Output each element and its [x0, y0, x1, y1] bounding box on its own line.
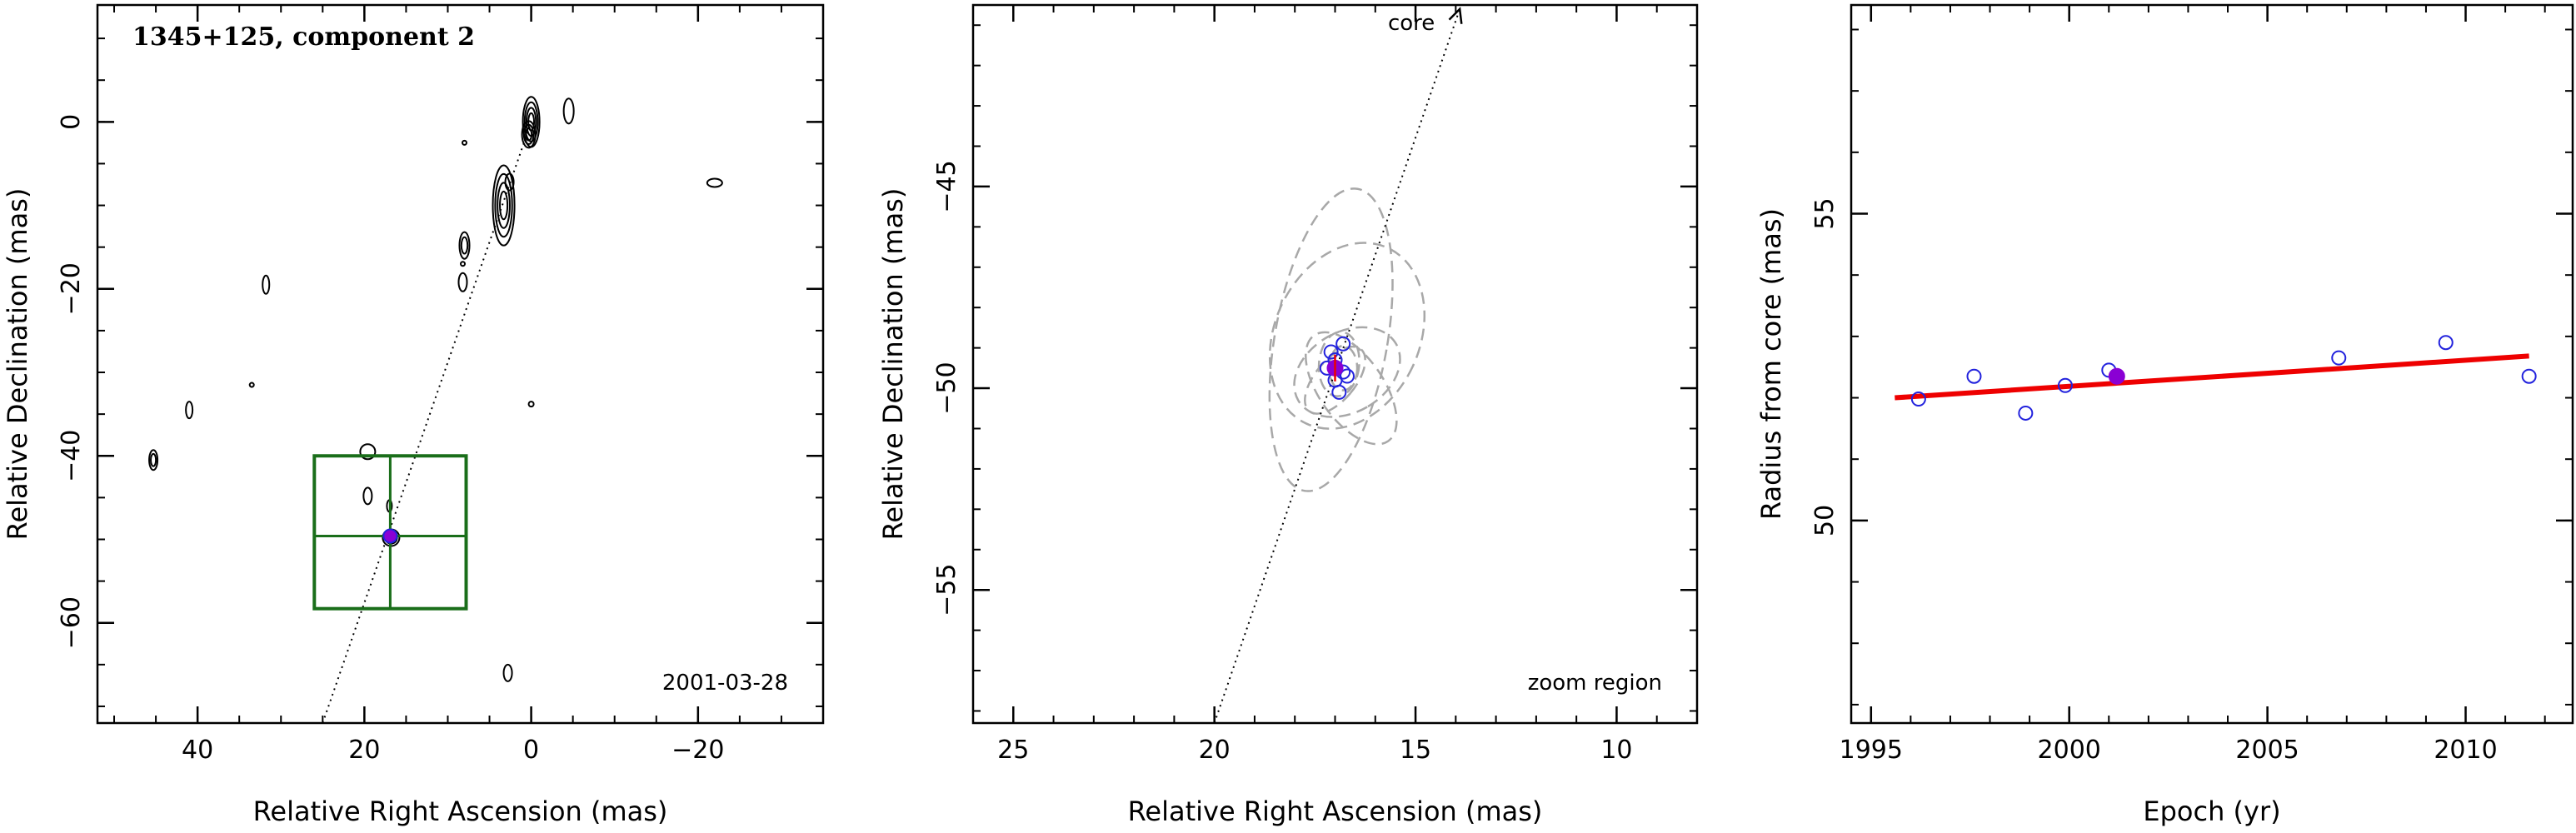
panel-radius: 1995 2000 2005 2010 50 55 Epoch (yr) Radius f…: [1755, 3, 2574, 827]
radius-x-tick-label: 2010: [2434, 736, 2497, 765]
core-label: core: [1388, 11, 1435, 36]
radius-x-axis-title: Epoch (yr): [2143, 796, 2280, 827]
radius-data-point: [2057, 377, 2073, 393]
contour-level: [462, 139, 468, 146]
component-fit-ellipse: [1268, 242, 1426, 430]
component-fit-ellipse: [1268, 187, 1394, 492]
radius-y-axis-title: Radius from core (mas): [1755, 208, 1787, 520]
map-y-tick-label: −60: [57, 596, 86, 649]
map-title: 1345+125, component 2: [132, 22, 475, 52]
contour-level: [148, 449, 159, 471]
contour-level: [458, 231, 471, 260]
map-x-tick-label: 40: [182, 736, 213, 765]
zoom-x-tick-label: 25: [997, 736, 1029, 765]
linear-fit-line: [1895, 353, 2529, 401]
radius-data-point: [1910, 391, 1926, 407]
map-y-axis-title: Relative Declination (mas): [2, 188, 33, 541]
map-plot-frame: [96, 3, 825, 725]
map-y-tick-label: −40: [57, 430, 86, 482]
component-fit-ellipse: [1305, 331, 1398, 446]
zoom-y-tick-label: −45: [932, 160, 961, 212]
contour-level: [149, 452, 157, 467]
contour-level: [359, 443, 377, 461]
contour-level: [262, 274, 271, 295]
panel-zoom: 25 20 15 10 −45 −50 −55 zoom region core Relat…: [877, 3, 1699, 827]
zoom-x-axis-title: Relative Right Ascension (mas): [1128, 796, 1543, 827]
radius-data-point: [2331, 350, 2347, 366]
contour-level: [499, 190, 509, 221]
radius-x-tick-label: 2000: [2038, 736, 2101, 765]
contour-level: [522, 123, 535, 145]
map-x-tick-label: 20: [348, 736, 380, 765]
radius-y-tick-label: 55: [1810, 197, 1840, 229]
component-fit-ellipse: [1317, 331, 1360, 397]
zoom-x-tick-label: 10: [1600, 736, 1632, 765]
contour-level: [502, 663, 513, 682]
map-y-tick-label: −20: [57, 262, 86, 315]
component-fit-ellipse: [1293, 326, 1401, 418]
map-epoch-label: 2001-03-28: [662, 671, 788, 696]
map-y-tick-label: 0: [57, 114, 86, 130]
zoom-region-label: zoom region: [1528, 671, 1662, 696]
contour-level: [706, 177, 723, 188]
radius-data-point: [2438, 335, 2454, 351]
zoom-x-tick-label: 20: [1199, 736, 1231, 765]
jet-axis-line: [322, 121, 532, 724]
contour-level: [527, 401, 535, 408]
map-x-tick-label: −20: [671, 736, 724, 765]
component-position-point: [1335, 336, 1351, 352]
component-position-point: [1331, 384, 1347, 400]
contour-level: [525, 127, 533, 142]
radius-y-tick-label: 50: [1810, 505, 1840, 536]
contour-level: [457, 272, 468, 292]
contour-level: [521, 120, 537, 149]
contour-level: [504, 172, 515, 192]
radius-plot-frame: [1850, 3, 2574, 725]
current-epoch-point: [2108, 367, 2125, 385]
radius-data-point: [2018, 405, 2034, 421]
contour-level: [185, 401, 194, 420]
contour-level: [460, 261, 467, 267]
contour-level: [492, 164, 516, 247]
zoom-y-axis-title: Relative Declination (mas): [877, 188, 909, 541]
contour-level: [248, 382, 255, 388]
core-direction-arrowhead: [1448, 7, 1463, 24]
contour-level: [497, 182, 511, 229]
radius-data-point: [2521, 368, 2537, 384]
map-x-axis-title: Relative Right Ascension (mas): [253, 796, 668, 827]
contour-level: [494, 172, 513, 238]
radius-x-tick-label: 2005: [2235, 736, 2299, 765]
component-position-point: [1323, 344, 1339, 360]
radius-data-point: [1966, 368, 1982, 384]
zoom-y-tick-label: −50: [932, 362, 961, 414]
component-marker: [382, 528, 398, 544]
zoom-y-tick-label: −55: [932, 564, 961, 616]
contour-level: [362, 486, 373, 506]
map-x-tick-label: 0: [523, 736, 539, 765]
panel-map: 40 20 0 −20 0 −20 −40 −60 1345+125, component 2…: [2, 3, 825, 827]
radius-x-tick-label: 1995: [1840, 736, 1903, 765]
contour-level: [562, 97, 575, 125]
contour-level: [460, 236, 469, 255]
zoom-x-tick-label: 15: [1400, 736, 1431, 765]
component-position-point: [1339, 368, 1355, 384]
